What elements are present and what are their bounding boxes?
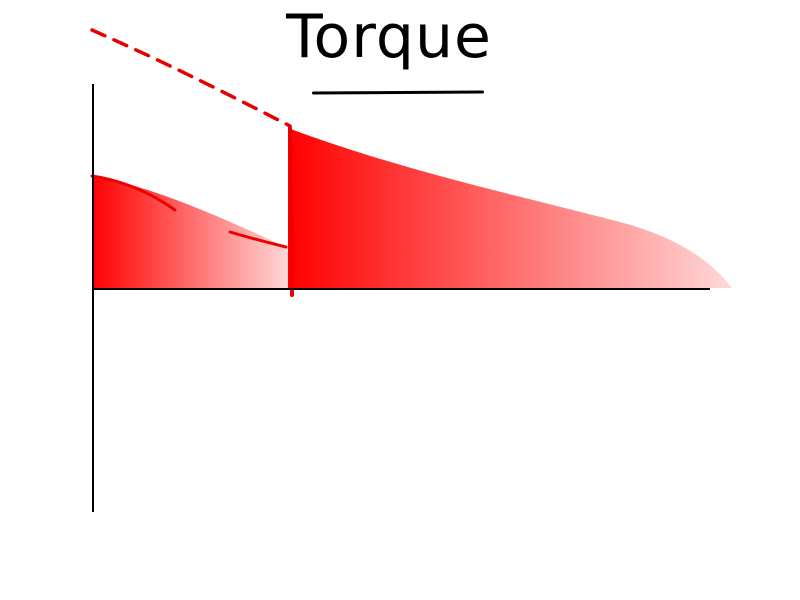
dashed-envelope-line <box>92 30 290 126</box>
torque-region-2 <box>288 128 732 289</box>
torque-jump-line <box>290 128 292 295</box>
torque-region-1 <box>92 176 288 289</box>
